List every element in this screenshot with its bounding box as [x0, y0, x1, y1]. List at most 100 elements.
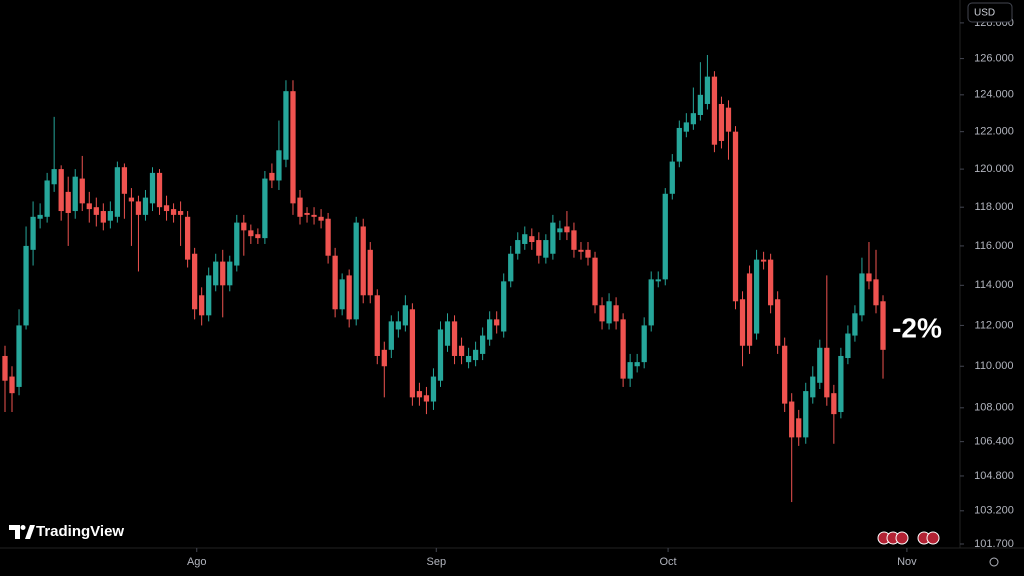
currency-button[interactable] — [967, 2, 1013, 23]
candle-body — [451, 321, 458, 356]
candle-body — [852, 313, 858, 336]
y-tick-label: 103.200 — [974, 505, 1014, 517]
candle-body — [655, 279, 661, 282]
candle-body — [676, 127, 682, 162]
candle-body — [86, 203, 92, 210]
candle-body — [325, 218, 331, 256]
candle-body — [9, 376, 15, 394]
candle-body — [248, 230, 254, 237]
candle-body — [30, 216, 36, 250]
candle-body — [192, 253, 198, 310]
candle-body — [760, 259, 767, 262]
candle-body — [402, 305, 409, 326]
candle-body — [718, 103, 725, 141]
candle-body — [65, 191, 71, 213]
candle-body — [177, 211, 184, 215]
candle-body — [227, 261, 233, 286]
candle-body — [599, 305, 605, 322]
candle-body — [571, 230, 577, 250]
candle-body — [170, 209, 177, 215]
candle-body — [51, 169, 57, 185]
event-icons — [877, 531, 940, 545]
candle-body — [332, 255, 338, 310]
candle-body — [690, 113, 696, 125]
candle-body — [704, 76, 711, 104]
candle-body — [803, 391, 809, 438]
y-tick-label: 112.000 — [975, 319, 1014, 331]
candle-body — [873, 279, 879, 306]
candle-body — [480, 335, 486, 354]
candle-body — [353, 222, 359, 320]
candle-body — [739, 299, 746, 346]
candle-body — [550, 222, 556, 254]
candle-body — [44, 180, 50, 217]
candle-body — [767, 259, 774, 306]
candle-body — [515, 240, 521, 254]
candle-body — [859, 273, 865, 316]
candle-body — [522, 234, 528, 244]
candle-body — [311, 214, 317, 217]
candle-body — [430, 376, 437, 402]
candle-body — [79, 178, 85, 204]
candle-body — [669, 161, 675, 194]
candle-body — [711, 76, 718, 145]
candle-body — [444, 321, 451, 346]
candle-body — [114, 167, 121, 217]
candle-body — [58, 169, 64, 212]
candle-body — [775, 299, 781, 346]
candle-body — [241, 222, 247, 231]
candle-body — [23, 245, 29, 326]
candle-body — [107, 211, 113, 221]
y-tick-label: 122.000 — [974, 126, 1014, 138]
plot — [2, 54, 886, 503]
candle-body — [163, 205, 170, 212]
candle-body — [283, 91, 289, 160]
candle-body — [465, 355, 472, 363]
candle-body — [206, 275, 212, 316]
candle-body — [753, 259, 760, 334]
candle-body — [100, 211, 106, 223]
y-tick-label: 104.800 — [974, 470, 1014, 482]
annotation: -2% — [892, 312, 942, 343]
brand-logo — [9, 525, 35, 539]
candle-body — [360, 226, 366, 296]
candle-body — [796, 418, 802, 438]
candle-body — [269, 172, 275, 181]
candle-body — [866, 273, 872, 282]
candle-body — [746, 273, 753, 346]
candle-body — [529, 236, 535, 243]
y-tick-label: 110.000 — [975, 360, 1014, 372]
settings-button[interactable] — [989, 557, 999, 567]
candle-body — [880, 301, 886, 350]
candle-body — [648, 279, 654, 326]
candle-body — [472, 349, 479, 361]
candle-body — [297, 197, 303, 217]
brand-name: TradingView — [36, 523, 124, 540]
candle-body — [2, 355, 8, 381]
candle-body — [606, 301, 612, 324]
x-tick-label: Sep — [426, 556, 446, 568]
y-tick-label: 116.000 — [975, 240, 1014, 252]
candle-body — [121, 167, 128, 194]
candle-body — [199, 295, 205, 316]
candle-body — [72, 176, 78, 212]
candle-body — [290, 91, 296, 204]
candle-body — [142, 197, 149, 215]
candle-body — [732, 131, 739, 302]
candle-body — [128, 197, 135, 202]
candle-body — [810, 376, 816, 398]
candle-body — [508, 253, 514, 282]
candle-body — [255, 234, 261, 239]
candle-body — [487, 319, 493, 340]
candle-body — [494, 319, 500, 326]
candle-body — [220, 261, 226, 286]
candle-body — [725, 107, 732, 132]
y-tick-label: 126.000 — [974, 52, 1014, 64]
candle-body — [276, 150, 282, 181]
candle-body — [416, 391, 423, 398]
candle-body — [135, 201, 142, 215]
y-tick-label: 120.000 — [974, 163, 1014, 175]
candle-body — [423, 395, 430, 402]
